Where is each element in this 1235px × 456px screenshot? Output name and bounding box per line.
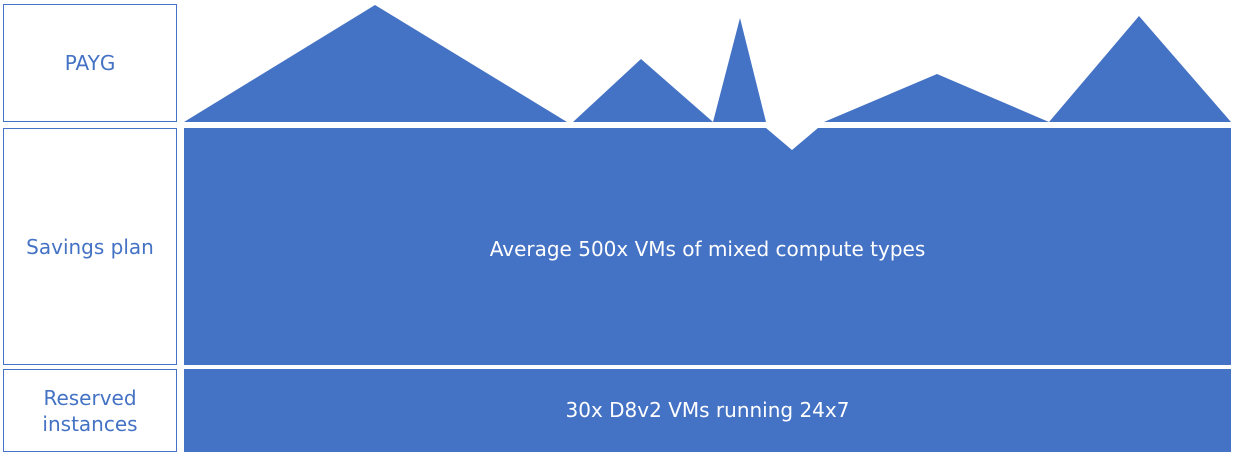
payg-peak-3: [713, 18, 766, 122]
row-label-payg-text: PAYG: [64, 51, 116, 75]
payg-peak-4: [824, 74, 1049, 122]
savings-plan-description: Average 500x VMs of mixed compute types: [489, 237, 926, 261]
row-label-reserved-instances: Reserved instances: [3, 369, 177, 452]
row-label-savings-plan-text: Savings plan: [26, 234, 154, 259]
reserved-instances-description: 30x D8v2 VMs running 24x7: [565, 398, 850, 422]
payg-peak-2: [573, 59, 713, 122]
reserved-instances-band: [184, 369, 1231, 452]
row-label-payg: PAYG: [3, 4, 177, 122]
payg-peak-1: [184, 5, 567, 122]
payg-peak-5: [1049, 16, 1231, 122]
savings-plan-band: [184, 128, 1231, 365]
row-label-savings-plan: Savings plan: [3, 128, 177, 365]
row-label-reserved-instances-text: Reserved instances: [42, 385, 138, 436]
